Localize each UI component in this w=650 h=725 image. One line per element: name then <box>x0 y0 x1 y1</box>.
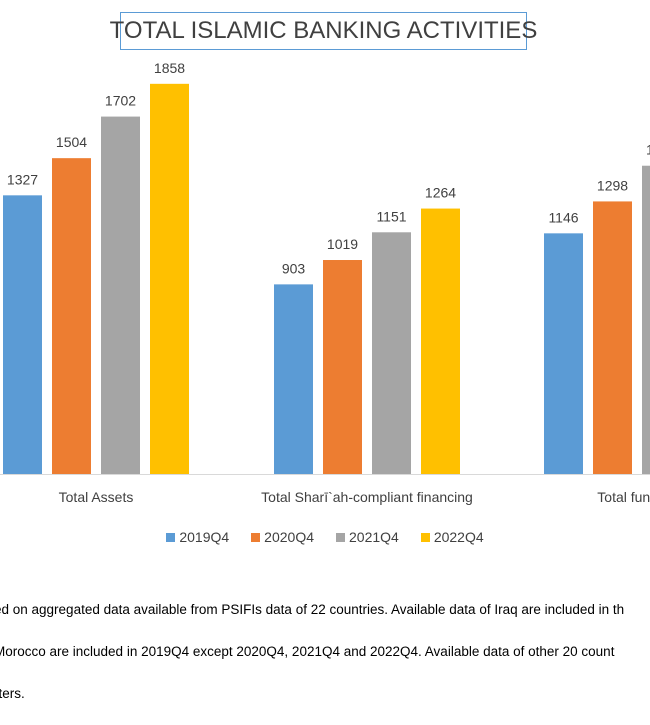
data-label-2019Q4-1: 903 <box>282 260 306 276</box>
chart-canvas: 1327 1504 1702 1858 Total Assets 903 1019 1151 1… <box>0 60 650 505</box>
data-label-2021Q4-0: 1702 <box>105 93 136 109</box>
data-label-2020Q4-2: 1298 <box>597 177 628 193</box>
legend-label-2020Q4: 2020Q4 <box>264 529 314 545</box>
data-label-2019Q4-2: 1146 <box>548 209 578 225</box>
chart-footnote: ed on aggregated data available from PSI… <box>0 578 650 725</box>
category-label-1: Total Sharī`ah-compliant financing <box>261 489 473 505</box>
bar-2022Q4-0 <box>150 83 189 474</box>
data-label-2022Q4-1: 1264 <box>425 185 456 201</box>
footnote-line-2: Morocco are included in 2019Q4 except 20… <box>0 644 615 659</box>
bar-2019Q4-1 <box>274 284 313 474</box>
legend-swatch-2022Q4 <box>420 532 430 542</box>
bar-2020Q4-1 <box>323 260 362 474</box>
legend-label-2021Q4: 2021Q4 <box>349 529 399 545</box>
chart-legend: 2019Q4 2020Q4 2021Q4 2022Q4 <box>0 527 650 547</box>
chart-title: TOTAL ISLAMIC BANKING ACTIVITIES <box>110 12 537 50</box>
category-label-0: Total Assets <box>59 489 134 505</box>
data-label-partial: 1 <box>646 142 650 158</box>
legend-swatch-2019Q4 <box>166 532 176 542</box>
bar-2021Q4-0 <box>101 116 140 474</box>
data-label-2019Q4-0: 1327 <box>7 171 38 187</box>
bar-2019Q4-0 <box>3 195 42 474</box>
legend-item-2022Q4: 2022Q4 <box>420 529 484 545</box>
data-label-2020Q4-0: 1504 <box>56 134 87 150</box>
bar-2020Q4-0 <box>52 158 91 474</box>
legend-label-2019Q4: 2019Q4 <box>179 529 230 545</box>
legend-swatch-2020Q4 <box>251 532 261 542</box>
data-label-2021Q4-1: 1151 <box>376 208 406 224</box>
bar-partial-2021Q4-2 <box>642 165 650 474</box>
bar-2019Q4-2 <box>544 233 583 474</box>
legend-label-2022Q4: 2022Q4 <box>433 529 484 545</box>
category-label-2: Total funding <box>597 489 650 505</box>
bar-2022Q4-1 <box>421 208 460 474</box>
bar-2020Q4-2 <box>593 201 632 475</box>
bar-2021Q4-1 <box>372 232 411 474</box>
legend-item-2019Q4: 2019Q4 <box>166 529 229 545</box>
data-label-2020Q4-1: 1019 <box>327 236 358 252</box>
legend-item-2020Q4: 2020Q4 <box>251 529 314 545</box>
footnote-line-1: ed on aggregated data available from PSI… <box>0 602 625 617</box>
legend-swatch-2021Q4 <box>336 532 345 542</box>
data-label-2022Q4-0: 1858 <box>154 60 185 76</box>
legend-item-2021Q4: 2021Q4 <box>336 529 399 545</box>
footnote-line-3: rters. <box>0 686 25 701</box>
